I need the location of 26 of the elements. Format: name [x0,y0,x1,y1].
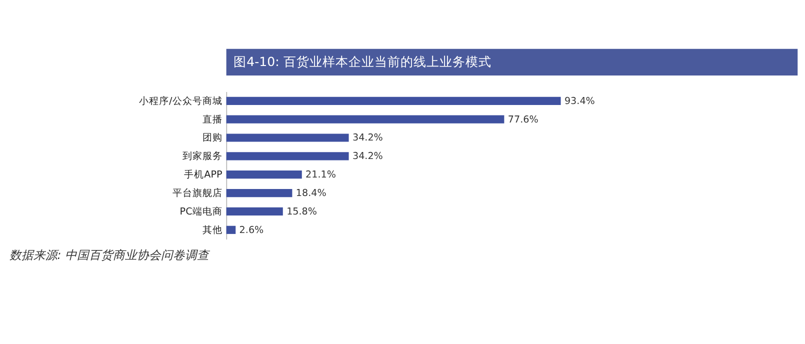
data-label: 34.2% [352,132,383,144]
data-label: 77.6% [508,114,538,126]
y-tick-label: 到家服务 [182,150,222,162]
data-label: 18.4% [296,188,326,199]
bar [226,96,561,105]
bar [226,188,292,198]
y-tick-label: 团购 [202,132,222,144]
chart-title: 图4-10: 百货业样本企业当前的线上业务模式 [234,54,492,69]
data-label: 21.1% [306,170,336,181]
data-label: 93.4% [564,96,595,107]
data-label: 34.2% [352,151,383,162]
y-tick-label: PC端电商 [180,205,222,218]
y-tick-label: 手机APP [184,168,222,181]
bar [226,134,349,142]
bar [226,170,302,179]
bar [226,207,283,216]
y-tick-label: 直播 [202,113,222,126]
y-tick-label: 小程序/公众号商城 [139,94,222,107]
bar [226,115,504,124]
y-tick-label: 平台旗舰店 [172,186,222,199]
y-tick-label: 其他 [202,224,222,236]
data-label: 15.8% [286,206,318,218]
data-label: 2.6% [239,224,264,236]
bar [226,152,349,160]
bar [226,226,236,234]
source-note: 数据来源: 中国百货商业协会问卷调查 [9,248,212,262]
